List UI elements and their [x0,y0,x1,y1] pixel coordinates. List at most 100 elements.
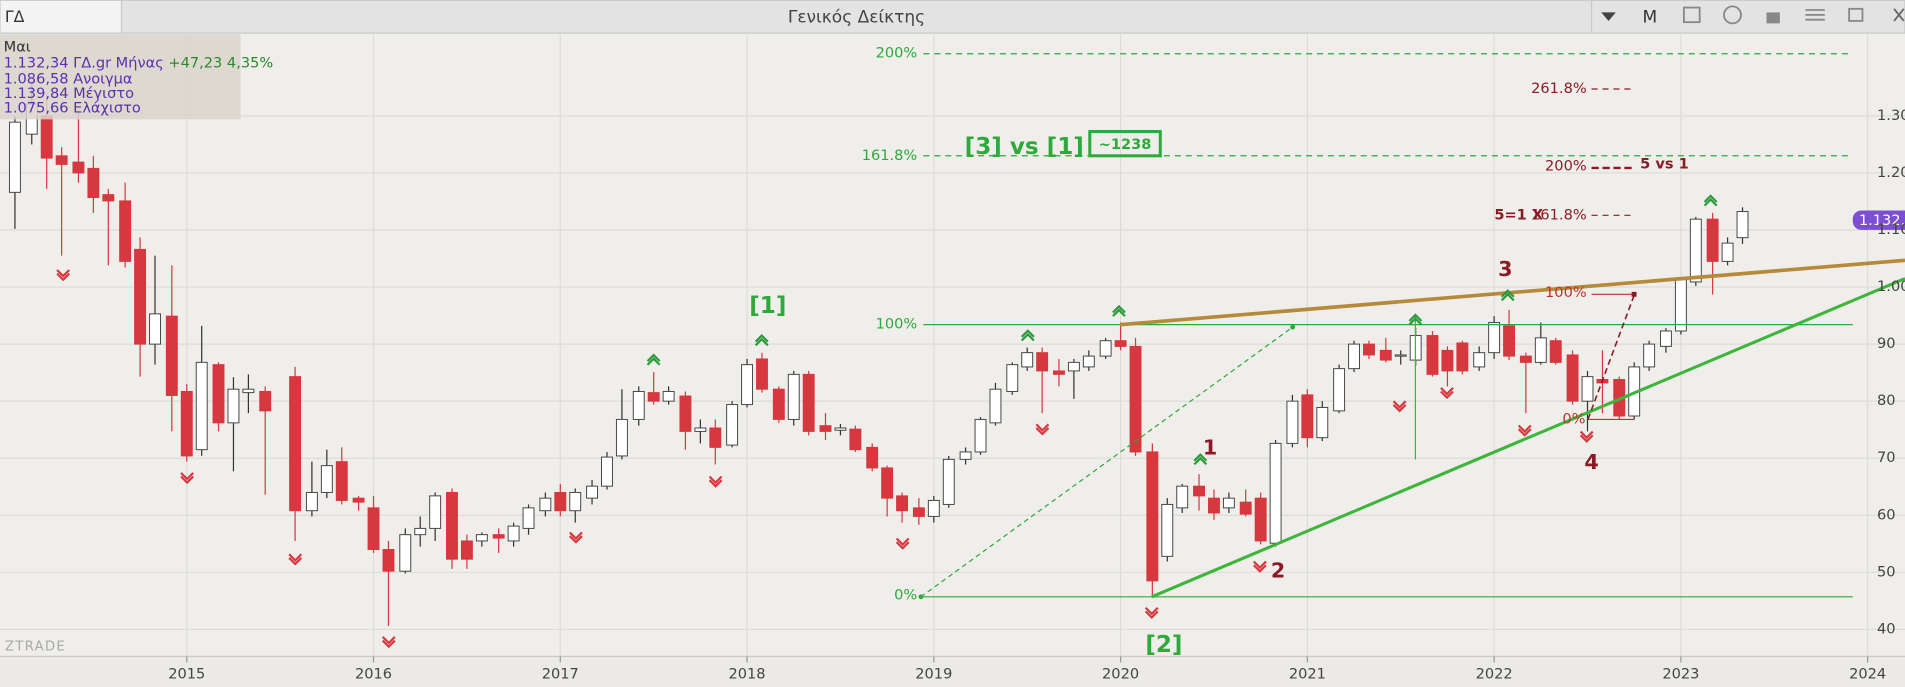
grid [0,34,1905,657]
candle-body [40,115,53,159]
price-tag-box [1852,210,1905,230]
dropdown-button[interactable] [1601,12,1616,21]
info-change: +47,23 4,35% [168,54,273,71]
candle-body [927,499,940,517]
candle-body [787,373,800,420]
candle-body [1519,355,1532,363]
info-close-value: 1.132,34 ΓΔ.gr Μήνας [4,54,164,71]
candle-body [1269,442,1282,544]
candle-body [1114,340,1127,347]
candle-body [87,167,100,198]
candle-body [1674,279,1687,332]
candle-body [446,491,458,560]
candle-body [709,427,722,448]
x-tick-label: 2018 [729,666,766,683]
tab[interactable] [0,0,123,34]
candle-body [367,507,380,550]
down-chevron [381,636,396,649]
icon-button[interactable] [1682,6,1701,24]
fib-label: 261.8% [1531,80,1587,97]
candle-body [539,497,552,512]
candle-body [414,527,427,536]
candle-body [1333,368,1346,412]
wave-number: 3 [1498,257,1512,281]
icon-button[interactable] [1848,7,1864,22]
candle-body [1208,497,1220,514]
down-chevron [56,269,71,282]
candle-body [1363,343,1375,356]
candle-body [195,361,208,451]
candle-body [726,404,739,446]
candle-body [586,485,598,499]
candle-body [399,534,412,572]
candle-body [305,491,318,512]
down-chevron [569,531,583,544]
candle-body [180,390,193,457]
fib-label: 0% [894,587,917,604]
candle-body [382,549,395,572]
down-chevron [1440,387,1454,400]
wave-number: 4 [1584,450,1598,474]
candle-body [119,200,132,262]
y-tick-label: 1.00 [1877,278,1905,295]
candle-body [849,428,862,451]
fib-label: 161.8% [862,147,918,164]
candle-body [554,491,567,512]
axes: 40 50 60 70 80 90 1.00 1.10 1.20 1.30 2015 2016 2017… [0,107,1905,687]
candle-body [1254,497,1267,542]
candle-body [1534,337,1547,363]
fib-label: 100% [876,316,918,333]
candle-body [522,507,535,529]
x-tick-label: 2020 [1102,666,1139,683]
down-chevron [1253,560,1267,573]
icon-button[interactable] [1723,5,1742,25]
candle-body [1176,485,1189,509]
candle-body [1067,361,1080,372]
candle-body [1503,325,1516,357]
down-chevron [1579,430,1594,443]
toolbar-title: Γενικός Δείκτης [788,7,925,27]
candle-body [259,390,272,412]
up-chevron [1408,313,1423,326]
info-low: 1.075,66 Ελάχιστο [4,99,141,116]
tab-label[interactable]: ΓΔ [5,7,25,26]
trend-line [1120,258,1905,327]
drawings [918,53,1905,600]
x-tick-label: 2019 [915,666,952,683]
fib-label: 200% [1545,158,1587,175]
candle-body [492,534,505,539]
x-tick-label: 2023 [1662,666,1699,683]
candle-body [694,427,707,432]
annotations: 200% 161.8% 100% 0% [3] vs [1] ~1238 [1]… [749,45,1688,658]
up-chevron [754,334,769,347]
candle-body [429,495,442,529]
candle-body [1394,354,1407,357]
fib-label: 100% [1545,284,1587,301]
candle-body [1566,354,1579,402]
down-chevron [180,472,194,485]
price-tag-text: 1.132,3 [1859,212,1905,229]
candle-body [1036,352,1049,372]
candle-body [1379,349,1392,361]
candle-body [1549,340,1562,363]
candle-body [756,358,768,390]
y-tick-label: 80 [1877,392,1896,409]
candle-body [1316,406,1329,439]
candle-body [102,194,115,202]
wave-label: [2] [1145,632,1182,658]
candle-body [212,364,225,424]
candle-body [1239,501,1252,515]
trend-line [1151,277,1905,599]
close-button[interactable] [1893,8,1905,22]
icon-button[interactable] [1805,9,1825,21]
candle-body [1643,343,1656,368]
candle-body [1286,400,1299,444]
icon-button[interactable] [1766,12,1780,24]
y-tick-label: 1.20 [1877,164,1905,181]
candle-body [1161,503,1174,557]
candle-body [1488,321,1501,354]
up-chevron [1193,453,1208,466]
period-button[interactable]: M [1643,7,1658,27]
up-chevron [1500,289,1515,302]
